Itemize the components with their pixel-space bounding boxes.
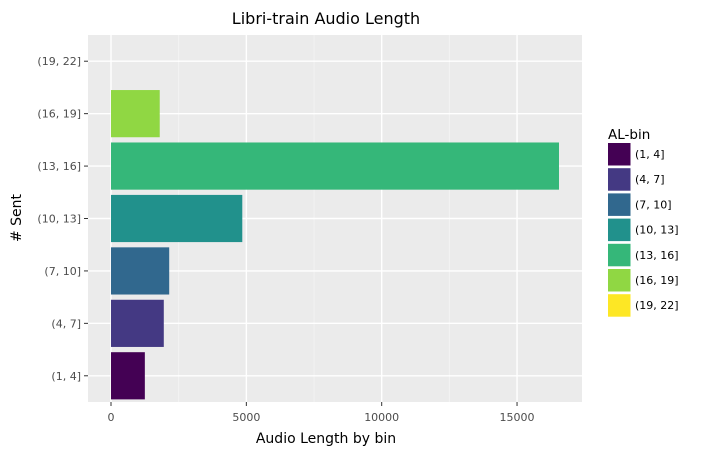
legend-label: (1, 4] xyxy=(635,148,665,161)
x-tick-label: 5000 xyxy=(232,411,260,424)
bar xyxy=(111,247,170,295)
legend-label: (7, 10] xyxy=(635,198,672,211)
legend-label: (16, 19] xyxy=(635,274,679,287)
chart-title: Libri-train Audio Length xyxy=(232,9,420,28)
legend-swatch xyxy=(608,243,631,267)
legend-swatch xyxy=(608,294,631,317)
legend-swatch xyxy=(608,193,631,216)
bar xyxy=(111,352,145,400)
x-tick-label: 15000 xyxy=(500,411,535,424)
legend-label: (19, 22] xyxy=(635,299,679,312)
y-tick-label: (10, 13] xyxy=(37,213,81,226)
y-tick-label: (19, 22] xyxy=(37,55,81,68)
legend-swatch xyxy=(608,143,631,166)
bar xyxy=(111,194,243,243)
y-axis: (1, 4] (4, 7] (7, 10] (10, 13] (13, 16] (16, … xyxy=(37,55,88,383)
legend-label: (4, 7] xyxy=(635,173,665,186)
bar xyxy=(111,299,164,347)
legend-swatch xyxy=(608,269,631,292)
y-tick-label: (13, 16] xyxy=(37,160,81,173)
x-axis: 0 5000 10000 15000 xyxy=(108,402,535,424)
legend: AL-bin (1, 4] (4, 7] (7, 10] (10, 13] (13, 1… xyxy=(608,127,679,317)
legend-swatch xyxy=(608,218,631,242)
legend-label: (13, 16] xyxy=(635,249,679,262)
x-tick-label: 0 xyxy=(108,411,115,424)
legend-title: AL-bin xyxy=(608,127,650,143)
bar xyxy=(111,90,160,138)
y-tick-label: (1, 4] xyxy=(51,370,81,383)
y-tick-label: (4, 7] xyxy=(51,317,81,330)
y-tick-label: (16, 19] xyxy=(37,108,81,121)
y-tick-label: (7, 10] xyxy=(44,265,81,278)
x-tick-label: 10000 xyxy=(364,411,399,424)
bars xyxy=(111,90,559,400)
bar xyxy=(111,142,559,190)
legend-label: (10, 13] xyxy=(635,224,679,237)
legend-items: (1, 4] (4, 7] (7, 10] (10, 13] (13, 16] (16, … xyxy=(608,143,679,317)
legend-swatch xyxy=(608,168,631,191)
y-axis-title: # Sent xyxy=(9,193,25,242)
x-axis-title: Audio Length by bin xyxy=(256,431,396,447)
